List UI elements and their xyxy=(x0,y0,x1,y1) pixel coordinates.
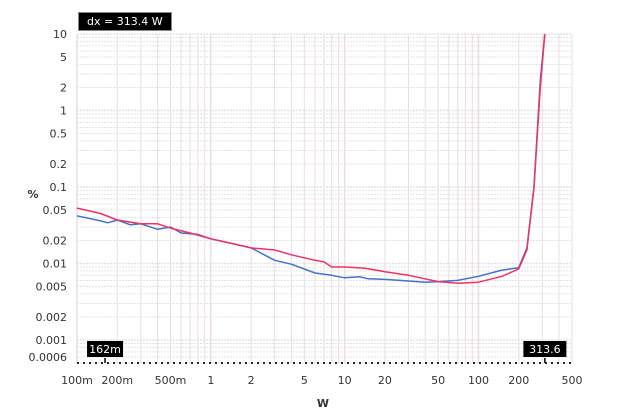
y-tick-label: 0.05 xyxy=(43,204,68,217)
dx-readout: dx = 313.4 W xyxy=(78,12,172,31)
series-line-0 xyxy=(76,33,546,283)
x-tick-label: 10 xyxy=(338,374,352,387)
y-tick-label: 0.001 xyxy=(36,334,68,347)
x-tick-label: 20 xyxy=(378,374,392,387)
y-tick-label: 2 xyxy=(60,81,67,94)
x-tick-label: 100m xyxy=(61,374,93,387)
y-tick-label: 1 xyxy=(60,104,67,117)
y-tick-label: 0.5 xyxy=(50,128,68,141)
x-tick-label: 500m xyxy=(155,374,187,387)
x-tick-label: 5 xyxy=(301,374,308,387)
cursor-label-bg xyxy=(87,341,124,357)
x-tick-label: 200m xyxy=(101,374,133,387)
y-axis-label: % xyxy=(27,188,38,201)
y-tick-label: 10 xyxy=(53,28,67,41)
x-tick-label: 200 xyxy=(508,374,529,387)
x-tick-label: 1 xyxy=(207,374,214,387)
x-tick-label: 50 xyxy=(431,374,445,387)
y-tick-label: 0.01 xyxy=(43,257,68,270)
y-tick-label: 5 xyxy=(60,51,67,64)
y-tick-label: 0.02 xyxy=(43,234,68,247)
y-tick-label: 0.2 xyxy=(50,158,68,171)
cursor-label-bg xyxy=(523,341,567,357)
cursor-label: 162m xyxy=(89,343,121,356)
y-tick-label: 0.002 xyxy=(36,311,68,324)
x-tick-label: 100 xyxy=(468,374,489,387)
cursor-label: 313.6 xyxy=(529,343,561,356)
x-axis-label: W xyxy=(317,397,329,410)
series-line-1 xyxy=(76,33,546,285)
y-tick-label: 0.0006 xyxy=(29,351,68,364)
x-tick-label: 2 xyxy=(248,374,255,387)
y-tick-label: 0.005 xyxy=(36,281,68,294)
y-tick-label: 0.1 xyxy=(50,181,68,194)
x-tick-label: 500 xyxy=(562,374,583,387)
